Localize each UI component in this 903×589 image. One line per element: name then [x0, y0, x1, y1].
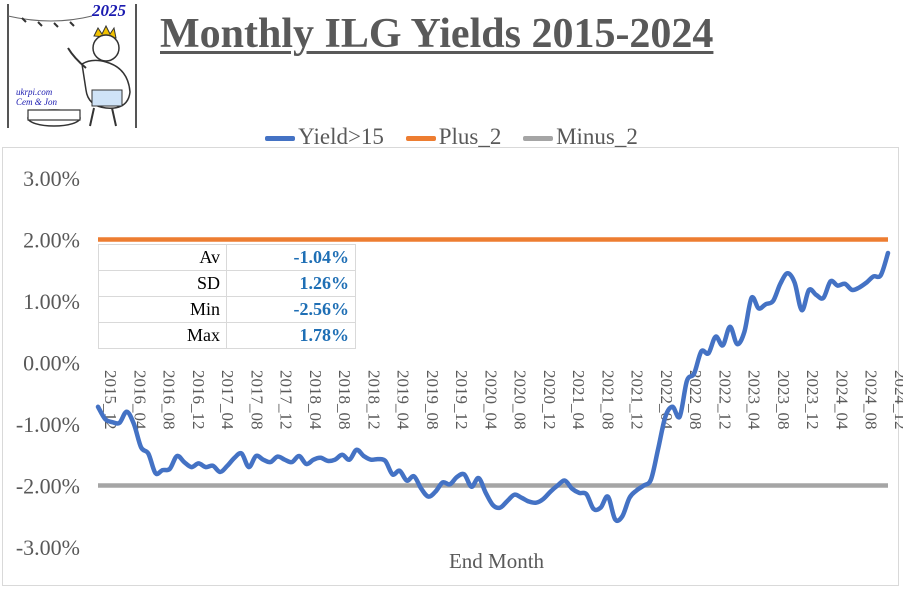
x-tick-label: 2015_12: [101, 370, 120, 430]
x-tick-label: 2018_04: [306, 370, 325, 430]
x-tick-label: 2017_04: [218, 370, 237, 430]
stats-label: Max: [98, 322, 227, 349]
legend-label-plus: Plus_2: [438, 123, 502, 149]
x-tick-label: 2017_08: [247, 370, 266, 430]
legend-swatch-plus: [405, 135, 436, 141]
logo-year: 2025: [92, 1, 126, 20]
x-tick-label: 2019_04: [394, 370, 413, 430]
logo-site-url: ukrpi.com: [16, 87, 53, 97]
x-tick-label: 2020_04: [481, 370, 500, 430]
legend-swatch-minus: [523, 135, 554, 141]
stats-label: SD: [98, 270, 227, 297]
x-tick-label: 2023_08: [774, 370, 793, 430]
x-tick-label: 2016_08: [160, 370, 179, 430]
x-axis-label: End Month: [448, 549, 545, 573]
stats-value: 1.78%: [226, 322, 356, 349]
x-tick-label: 2022_08: [686, 370, 705, 430]
stats-table: Av -1.04% SD 1.26% Min -2.56% Max 1.78%: [98, 244, 356, 349]
stats-row: Max 1.78%: [98, 322, 356, 349]
legend-label-minus: Minus_2: [556, 123, 638, 149]
chart-title: Monthly ILG Yields 2015-2024: [160, 11, 714, 57]
logo-site: ukrpi.com Cem & Jon: [16, 87, 57, 107]
x-tick-label: 2022_04: [657, 370, 676, 430]
stats-value: 1.26%: [226, 270, 356, 297]
y-tick-label: -2.00%: [16, 474, 80, 499]
x-tick-label: 2018_12: [364, 370, 383, 430]
y-tick-label: 0.00%: [23, 351, 80, 376]
stats-row: Min -2.56%: [98, 296, 356, 323]
legend-item-minus: Minus_2: [523, 124, 638, 150]
legend-item-plus: Plus_2: [405, 123, 502, 150]
logo-cartoon-icon: [7, 4, 137, 128]
stats-label: Av: [98, 244, 227, 271]
y-tick-label: 3.00%: [23, 166, 80, 191]
series-line-yield-15: [95, 250, 891, 523]
logo-authors: Cem & Jon: [16, 97, 57, 107]
x-tick-label: 2019_12: [452, 370, 471, 430]
legend-item-yield: Yield>15: [265, 124, 384, 150]
x-tick-label: 2020_08: [511, 370, 530, 430]
chart-legend: Yield>15 Plus_2 Minus_2: [0, 122, 903, 150]
stats-row: SD 1.26%: [98, 270, 356, 297]
x-tick-label: 2016_04: [130, 370, 149, 430]
x-tick-label: 2020_12: [540, 370, 559, 430]
x-tick-label: 2024_08: [862, 370, 881, 430]
x-tick-label: 2018_08: [335, 370, 354, 430]
x-tick-label: 2021_12: [628, 370, 647, 430]
y-tick-label: 2.00%: [23, 228, 80, 253]
logo: 2025 ukrpi.com Cem & Jon: [2, 1, 142, 130]
x-tick-label: 2023_12: [803, 370, 822, 430]
chart-frame: [2, 147, 899, 586]
y-tick-label: -1.00%: [16, 412, 80, 437]
x-tick-label: 2016_12: [189, 370, 208, 430]
stats-value: -2.56%: [226, 296, 356, 323]
x-tick-label: 2024_04: [832, 370, 851, 430]
x-tick-label: 2024_12: [891, 370, 903, 430]
legend-swatch-yield: [265, 135, 296, 141]
x-tick-label: 2022_12: [715, 370, 734, 430]
x-tick-label: 2021_08: [598, 370, 617, 430]
legend-label-yield: Yield>15: [298, 123, 384, 149]
stats-label: Min: [98, 296, 227, 323]
stats-value: -1.04%: [226, 244, 356, 271]
y-tick-label: 1.00%: [23, 289, 80, 314]
x-tick-label: 2023_04: [745, 370, 764, 430]
stats-row: Av -1.04%: [98, 244, 356, 271]
x-tick-label: 2021_04: [569, 370, 588, 430]
x-tick-label: 2017_12: [277, 370, 296, 430]
x-tick-label: 2019_08: [423, 370, 442, 430]
y-tick-label: -3.00%: [16, 535, 80, 560]
